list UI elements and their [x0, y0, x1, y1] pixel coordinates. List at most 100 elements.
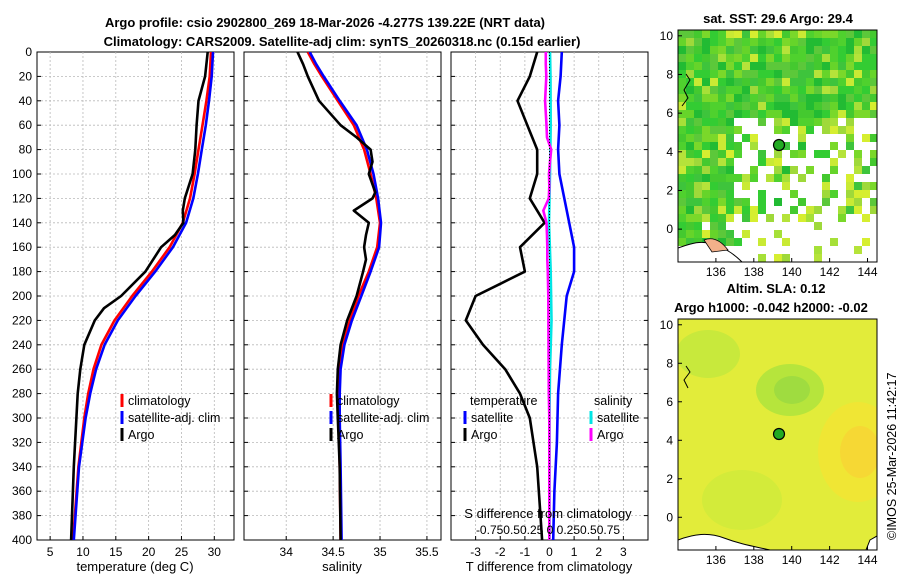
sst-cell — [822, 70, 830, 78]
sst-land-patch — [703, 238, 729, 253]
sst-cell — [718, 134, 726, 142]
sst-cell — [750, 78, 758, 86]
sst-cell — [838, 86, 846, 94]
sst-cell — [710, 102, 718, 110]
sst-cell — [846, 86, 854, 94]
sst-cell — [702, 142, 710, 150]
sst-cell — [774, 174, 782, 182]
sst-cell — [718, 206, 726, 214]
sst-cell — [742, 46, 750, 54]
sst-cell — [822, 78, 830, 86]
sst-cell — [862, 238, 870, 246]
sst-cell — [854, 158, 862, 166]
sst-cell — [718, 230, 726, 238]
series-line-t-argo — [464, 52, 546, 540]
sst-cell — [710, 30, 718, 38]
sst-cell — [750, 30, 758, 38]
sst-cell — [686, 70, 694, 78]
sst-cell — [710, 222, 718, 230]
sst-cell — [718, 214, 726, 222]
sst-cell — [846, 118, 854, 126]
sst-cell — [758, 54, 766, 62]
sst-cell — [686, 214, 694, 222]
sst-cell — [678, 158, 686, 166]
depth-tick-label: 180 — [12, 265, 32, 279]
sst-cell — [862, 182, 870, 190]
sla-map-title-line1: Altim. SLA: 0.12 — [727, 281, 826, 296]
salinity-x-tick-label: 34 — [280, 545, 294, 559]
sst-cell — [838, 54, 846, 62]
sst-cell — [806, 86, 814, 94]
depth-tick-label: 100 — [12, 167, 32, 181]
sst-cell — [822, 198, 830, 206]
sst-cell — [774, 158, 782, 166]
sst-cell — [814, 118, 822, 126]
sst-cell — [694, 158, 702, 166]
sst-cell — [814, 150, 822, 158]
sst-cell — [686, 94, 694, 102]
series-line-argo — [296, 52, 377, 540]
figure-title-line1: Argo profile: csio 2902800_269 18-Mar-20… — [105, 15, 545, 30]
sst-cell — [686, 38, 694, 46]
sst-cell — [822, 110, 830, 118]
sst-cell — [798, 70, 806, 78]
sst-cell — [702, 94, 710, 102]
sst-cell — [758, 238, 766, 246]
sst-cell — [846, 62, 854, 70]
sst-cell — [870, 62, 877, 70]
sst-cell — [846, 198, 854, 206]
sst-cell — [702, 54, 710, 62]
sst-cell — [710, 230, 718, 238]
sst-cell — [830, 86, 838, 94]
sst-cell — [862, 54, 870, 62]
sst-cell — [758, 30, 766, 38]
depth-tick-label: 60 — [19, 118, 33, 132]
sla-lon-tick-label: 140 — [782, 553, 802, 567]
sla-lat-tick-label: 2 — [666, 472, 673, 486]
sst-cell — [814, 54, 822, 62]
sst-cell — [686, 222, 694, 230]
depth-tick-label: 20 — [19, 69, 33, 83]
sst-cell — [838, 30, 846, 38]
sst-cell — [774, 166, 782, 174]
sst-cell — [694, 206, 702, 214]
sst-cell — [734, 206, 742, 214]
sst-cell — [686, 30, 694, 38]
sst-cell — [726, 30, 734, 38]
legend-label-t-argo: Argo — [471, 428, 497, 442]
sst-cell — [734, 126, 742, 134]
sst-cell — [854, 86, 862, 94]
sst-cell — [830, 70, 838, 78]
legend-label-satellite: satellite-adj. clim — [337, 411, 429, 425]
sst-cell — [702, 86, 710, 94]
sst-cell — [798, 118, 806, 126]
sst-cell — [790, 150, 798, 158]
sst-cell — [718, 158, 726, 166]
sst-cell — [838, 38, 846, 46]
sst-cell — [694, 222, 702, 230]
sst-cell — [694, 78, 702, 86]
sst-cell — [854, 150, 862, 158]
sst-cell — [742, 198, 750, 206]
sst-cell — [750, 62, 758, 70]
sst-cell — [678, 126, 686, 134]
sst-cell — [710, 38, 718, 46]
legend-label-s-satellite: satellite — [597, 411, 639, 425]
sst-cell — [710, 54, 718, 62]
sst-cell — [774, 254, 782, 262]
sst-cell — [750, 70, 758, 78]
sst-cell — [758, 38, 766, 46]
depth-tick-label: 380 — [12, 509, 32, 523]
sst-cell — [686, 126, 694, 134]
sst-cell — [790, 166, 798, 174]
temperature-x-tick-label: 15 — [109, 545, 123, 559]
temperature-xlabel: temperature (deg C) — [76, 559, 193, 574]
sst-cell — [798, 110, 806, 118]
sst-cell — [766, 158, 774, 166]
sst-cell — [734, 54, 742, 62]
sst-cell — [838, 70, 846, 78]
sst-cell — [790, 206, 798, 214]
sst-cell — [710, 214, 718, 222]
sst-cell — [702, 46, 710, 54]
difference-xlabel: T difference from climatology — [466, 559, 633, 574]
